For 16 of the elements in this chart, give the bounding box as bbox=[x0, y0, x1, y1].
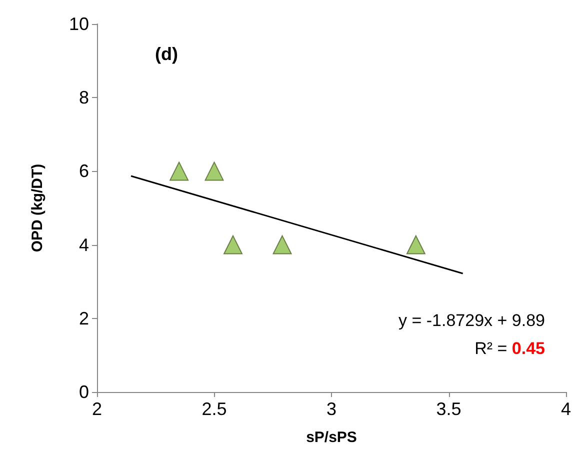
y-tick-label: 8 bbox=[78, 88, 89, 108]
x-tick-label: 4 bbox=[560, 399, 572, 419]
y-tick-label: 6 bbox=[78, 161, 89, 182]
y-tick-label: 10 bbox=[68, 14, 89, 34]
x-tick-label: 3.5 bbox=[436, 399, 462, 419]
text: (d) bbox=[155, 44, 178, 64]
x-tick-label: 2.5 bbox=[202, 399, 227, 419]
annotation: y = -1.8729x + 9.89 bbox=[398, 311, 546, 330]
x-tick-label: 2 bbox=[92, 399, 102, 419]
y-tick-label: 2 bbox=[78, 308, 89, 328]
y-axis-title: OPD (kg/DT) bbox=[29, 164, 46, 252]
y-tick-label: 4 bbox=[78, 234, 89, 255]
x-axis-title: sP/sPS bbox=[306, 429, 357, 446]
x-tick-label: 3 bbox=[326, 399, 337, 419]
annotation: R² = 0.45 bbox=[474, 339, 546, 358]
y-tick-label: 0 bbox=[78, 382, 89, 402]
